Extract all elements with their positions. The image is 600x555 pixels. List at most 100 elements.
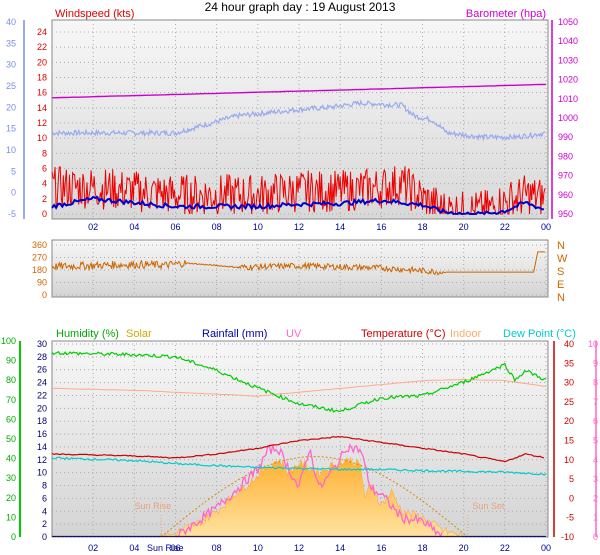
chart-title: 24 hour graph day : 19 August 2013 — [205, 0, 396, 14]
humidity-y-tick-label: 40 — [6, 454, 16, 464]
direction-panel-frame — [51, 239, 549, 298]
gust-y-tick-label: -5 — [8, 209, 16, 219]
weather-x-tick-label: 02 — [88, 543, 98, 553]
humidity-y-tick-label: 80 — [6, 375, 16, 385]
wind-x-tick-label: 22 — [500, 222, 510, 232]
uv-y-tick-label: 0 — [593, 532, 598, 542]
wind-y-tick-label: 16 — [37, 88, 47, 98]
gust-y-tick-label: 20 — [6, 102, 16, 112]
rain-y-tick-label: 0 — [42, 532, 47, 542]
gust-y-tick-label: 30 — [6, 60, 16, 70]
humidity-line — [51, 351, 547, 413]
wind-y-tick-label: 12 — [37, 118, 47, 128]
barometer-title: Barometer (hpa) — [466, 8, 546, 20]
wind-direction-line — [51, 251, 545, 276]
humidity-y-tick-label: 100 — [1, 336, 16, 346]
rain-y-tick-label: 18 — [37, 416, 47, 426]
compass-label: N — [557, 240, 565, 252]
uv-y-tick-label: 7 — [593, 397, 598, 407]
compass-label: N — [557, 292, 565, 304]
rain-y-tick-label: 6 — [42, 493, 47, 503]
wind-x-tick-label: 04 — [129, 222, 139, 232]
weather-x-tick-label: 06 — [170, 543, 180, 553]
weather-x-tick-label: 10 — [253, 543, 263, 553]
barometer-y-tick-label: 1050 — [558, 17, 578, 27]
compass-label: S — [557, 266, 564, 278]
humidity-y-tick-label: 10 — [6, 512, 16, 522]
direction-y-tick-label: 180 — [32, 265, 47, 275]
rain-y-tick-label: 14 — [37, 442, 47, 452]
temperature-y-tick-label: 25 — [564, 397, 574, 407]
rain-y-tick-label: 8 — [42, 481, 47, 491]
gust-line — [51, 99, 546, 142]
rain-y-tick-label: 24 — [37, 378, 47, 388]
wind-y-tick-label: 22 — [37, 42, 47, 52]
weather-x-tick-label: 04 — [129, 543, 139, 553]
temperature-y-tick-label: 15 — [564, 436, 574, 446]
legend-rainfall: Rainfall (mm) — [202, 328, 267, 340]
weather-x-tick-label: 00 — [541, 543, 551, 553]
wind-y-tick-label: 14 — [37, 103, 47, 113]
average-wind-line — [51, 195, 544, 216]
sunrise-label: Sun Rise — [135, 501, 172, 511]
temperature-y-tick-label: 35 — [564, 358, 574, 368]
rain-y-tick-label: 16 — [37, 429, 47, 439]
uv-y-tick-label: 10 — [588, 339, 598, 349]
humidity-y-tick-label: 50 — [6, 434, 16, 444]
direction-y-tick-label: 90 — [37, 278, 47, 288]
weather-x-tick-label: 22 — [500, 543, 510, 553]
wind-x-tick-label: 10 — [253, 222, 263, 232]
weather-x-tick-label: 08 — [212, 543, 222, 553]
wind-x-tick-label: 08 — [212, 222, 222, 232]
rain-y-tick-label: 26 — [37, 365, 47, 375]
barometer-y-tick-label: 1040 — [558, 36, 578, 46]
wind-x-tick-label: 14 — [335, 222, 345, 232]
direction-y-tick-label: 360 — [32, 240, 47, 250]
solar-max-line — [160, 456, 467, 538]
uv-y-tick-label: 9 — [593, 358, 598, 368]
gust-y-tick-label: 35 — [6, 38, 16, 48]
windspeed-title: Windspeed (kts) — [55, 8, 134, 20]
humidity-y-tick-label: 60 — [6, 414, 16, 424]
uv-y-tick-label: 2 — [593, 493, 598, 503]
wind-y-tick-label: 8 — [42, 148, 47, 158]
indoor-line — [51, 378, 547, 397]
sunset-label: Sun Set — [472, 501, 505, 511]
compass-label: W — [557, 253, 568, 265]
uv-y-tick-label: 6 — [593, 416, 598, 426]
temperature-y-tick-label: 40 — [564, 339, 574, 349]
uv-y-tick-label: 4 — [593, 455, 598, 465]
rain-y-tick-label: 30 — [37, 339, 47, 349]
barometer-line — [51, 83, 547, 99]
weather-x-tick-label: 20 — [459, 543, 469, 553]
temperature-y-tick-label: -5 — [566, 513, 574, 523]
humidity-y-tick-label: 0 — [11, 532, 16, 542]
dewpoint-line — [51, 456, 547, 476]
barometer-y-tick-label: 1030 — [558, 55, 578, 65]
humidity-y-tick-label: 70 — [6, 395, 16, 405]
gust-y-tick-label: 15 — [6, 124, 16, 134]
rain-y-tick-label: 2 — [42, 519, 47, 529]
legend-solar: Solar — [126, 328, 152, 340]
barometer-y-tick-label: 1010 — [558, 94, 578, 104]
legend-uv: UV — [286, 328, 302, 340]
temperature-y-tick-label: -10 — [561, 532, 574, 542]
wind-x-tick-label: 16 — [376, 222, 386, 232]
direction-y-tick-label: 270 — [32, 253, 47, 263]
temperature-y-tick-label: 10 — [564, 455, 574, 465]
barometer-y-tick-label: 950 — [558, 209, 573, 219]
uv-line — [175, 443, 443, 538]
wind-y-tick-label: 2 — [42, 194, 47, 204]
rain-y-tick-label: 4 — [42, 506, 47, 516]
legend-dewpoint: Dew Point (°C) — [503, 328, 576, 340]
legend-humidity: Humidity (%) — [56, 328, 119, 340]
rain-y-tick-label: 22 — [37, 390, 47, 400]
sunrise-tick-label: Sun Rise — [147, 543, 184, 553]
compass-label: E — [557, 279, 564, 291]
weather-x-tick-label: 16 — [376, 543, 386, 553]
temperature-y-tick-label: 30 — [564, 378, 574, 388]
rain-y-tick-label: 10 — [37, 468, 47, 478]
barometer-y-tick-label: 990 — [558, 132, 573, 142]
rain-y-tick-label: 28 — [37, 352, 47, 362]
